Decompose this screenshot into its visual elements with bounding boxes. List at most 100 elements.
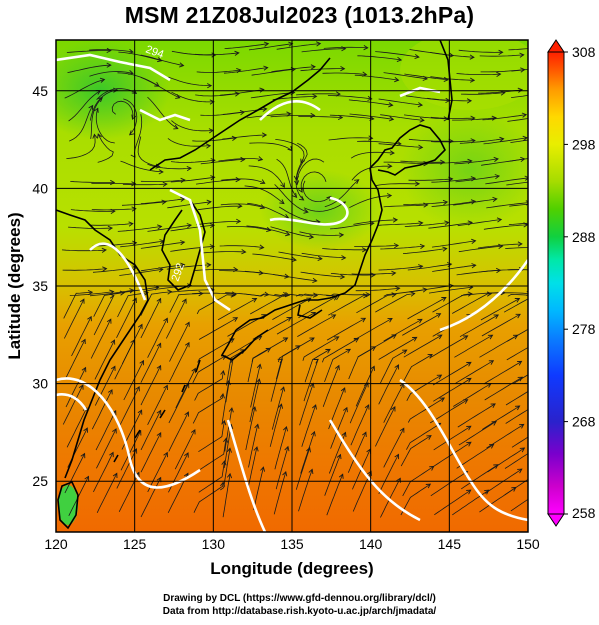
streamline-arrowhead <box>410 291 416 297</box>
streamline <box>350 151 395 159</box>
streamline <box>302 336 339 361</box>
streamline <box>454 334 493 358</box>
streamline-arrowhead <box>237 203 243 209</box>
streamline <box>378 454 399 494</box>
streamline-arrowhead <box>162 181 168 187</box>
streamline-arrowhead <box>414 181 421 187</box>
streamline-arrowhead <box>387 163 393 169</box>
streamline <box>482 405 520 430</box>
streamline-arrowhead <box>391 334 397 339</box>
streamline-arrowhead <box>496 217 503 223</box>
streamline-arrowhead <box>491 115 497 121</box>
streamline-arrowhead <box>184 341 190 348</box>
streamline-arrowhead <box>280 386 286 392</box>
streamline <box>224 43 269 49</box>
streamline-arrowhead <box>466 361 472 367</box>
streamline-arrowhead <box>308 234 315 240</box>
streamline-arrowhead <box>419 243 426 250</box>
streamline-arrowhead <box>256 363 262 369</box>
streamline-arrowhead <box>386 193 393 199</box>
streamline <box>198 460 225 493</box>
streamline-arrowhead <box>228 407 234 413</box>
y-tick-label: 30 <box>32 376 48 392</box>
streamline <box>219 245 264 248</box>
streamline <box>357 140 401 145</box>
streamline-arrowhead <box>112 428 117 434</box>
streamline-arrowhead <box>469 77 476 83</box>
streamline <box>64 79 105 99</box>
y-tick-label: 25 <box>32 473 48 489</box>
streamline <box>63 299 85 339</box>
streamline-arrowhead <box>417 102 424 108</box>
streamline-arrowhead <box>294 180 300 186</box>
streamline <box>459 314 499 338</box>
streamline <box>378 222 423 226</box>
streamline <box>94 339 115 380</box>
streamline <box>193 269 238 271</box>
streamline <box>192 355 226 383</box>
streamline-arrowhead <box>394 77 400 83</box>
streamline-arrowhead <box>255 378 262 384</box>
streamline <box>487 447 525 473</box>
streamline <box>140 477 162 518</box>
streamline <box>70 209 115 212</box>
streamline <box>140 410 162 451</box>
streamline <box>375 406 396 447</box>
streamline <box>434 489 471 516</box>
streamline-arrowhead <box>107 389 113 395</box>
streamline <box>171 91 214 103</box>
streamline <box>453 198 497 206</box>
streamline <box>247 202 289 219</box>
streamline-arrowhead <box>490 403 496 409</box>
streamline <box>453 383 492 407</box>
streamline <box>224 407 233 452</box>
streamline-arrowhead <box>396 56 403 63</box>
colorbar-label: 258 <box>572 505 596 521</box>
streamline <box>123 360 144 401</box>
streamline <box>383 318 423 342</box>
streamline-arrowhead <box>310 64 316 70</box>
streamline <box>218 158 263 162</box>
streamline-arrowhead <box>519 423 525 429</box>
streamline <box>96 428 117 469</box>
streamline <box>244 185 285 204</box>
streamline-arrowhead <box>102 266 108 272</box>
streamline-arrowhead <box>181 298 187 304</box>
streamline-arrowhead <box>163 317 168 323</box>
streamline-arrowhead <box>158 169 164 175</box>
streamline <box>196 294 235 315</box>
graticule <box>56 40 528 532</box>
streamline <box>378 265 423 271</box>
streamline <box>69 291 114 296</box>
streamline-arrowhead <box>99 77 106 83</box>
streamline-arrowhead <box>260 466 266 472</box>
streamline <box>270 359 283 402</box>
streamline <box>248 43 293 51</box>
streamline <box>68 226 113 229</box>
streamline <box>485 177 528 185</box>
streamline <box>433 441 472 467</box>
streamline <box>403 201 448 206</box>
streamline-arrowhead <box>282 426 289 432</box>
plot-frame <box>55 39 529 533</box>
streamline-arrowhead <box>360 317 367 323</box>
streamline-arrowhead <box>241 249 247 255</box>
streamline <box>272 96 317 101</box>
streamline-arrowhead <box>303 208 309 214</box>
streamline <box>406 374 442 401</box>
y-axis-title: Latitude (degrees) <box>5 212 24 359</box>
streamline-arrowhead <box>494 174 501 180</box>
streamline <box>295 159 304 201</box>
streamline <box>271 386 285 430</box>
streamline <box>403 334 443 358</box>
streamline-arrowhead <box>83 427 88 433</box>
streamline <box>276 43 321 50</box>
streamline-arrowhead <box>353 337 360 343</box>
streamline <box>480 298 520 321</box>
contour-label: 292 <box>170 262 188 283</box>
streamline-arrowhead <box>156 364 162 371</box>
streamline <box>402 248 447 254</box>
streamline <box>302 180 332 203</box>
streamline <box>273 274 317 282</box>
streamline <box>479 54 524 57</box>
